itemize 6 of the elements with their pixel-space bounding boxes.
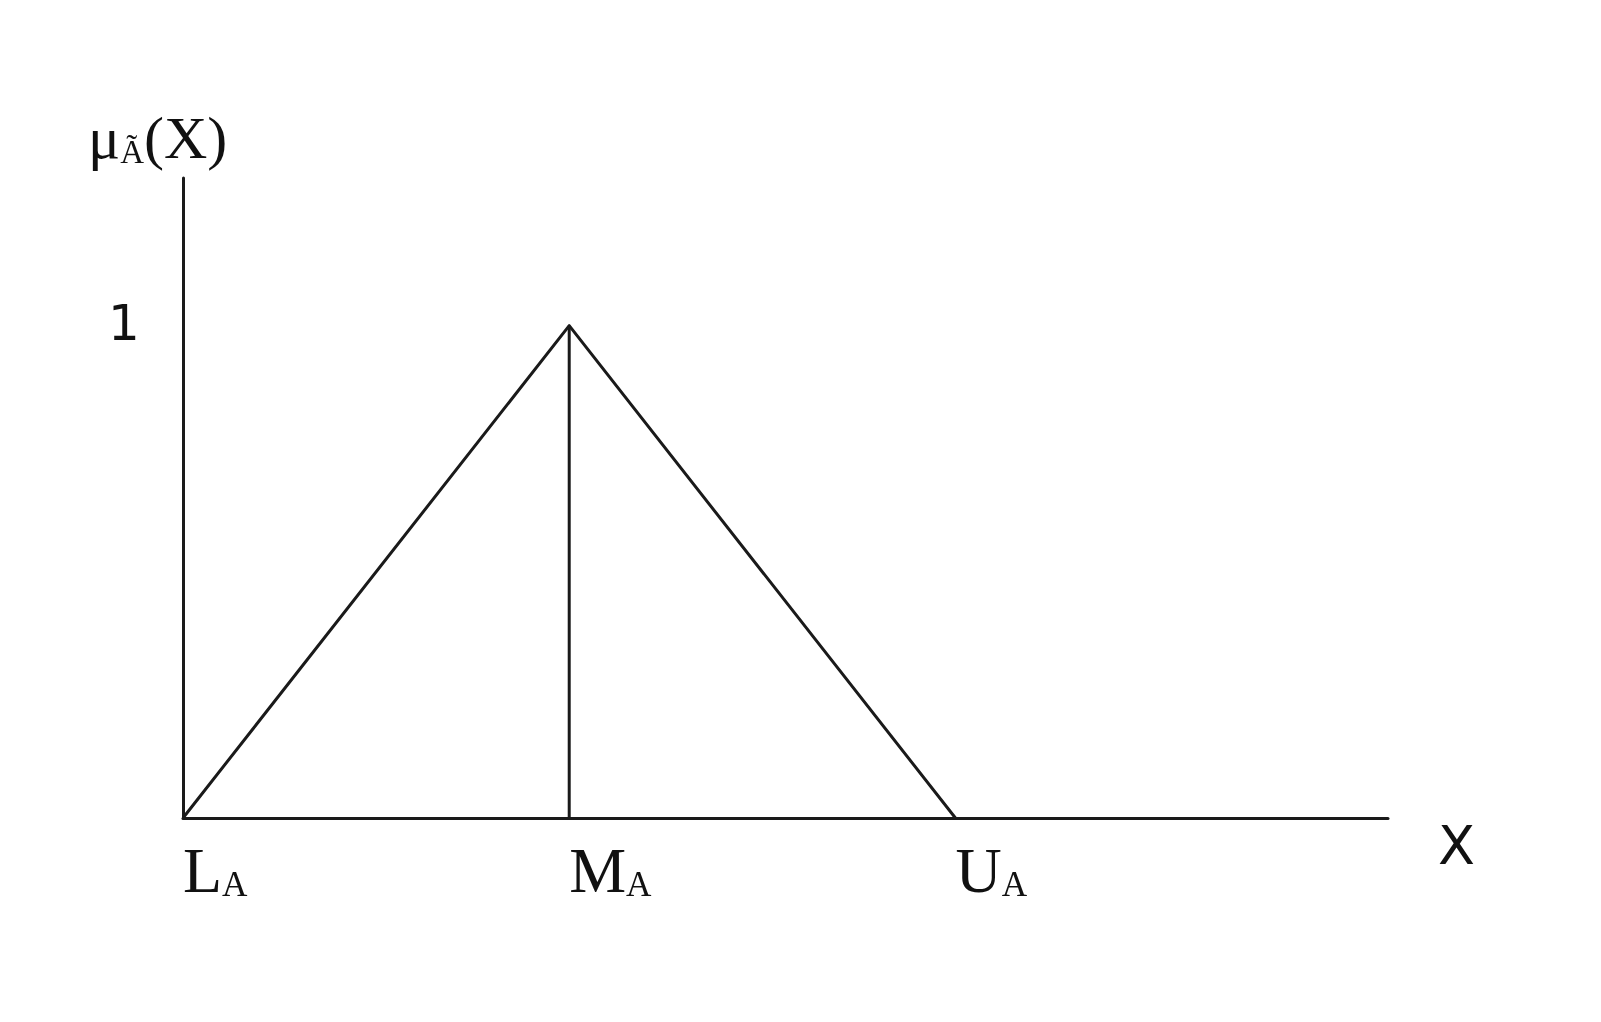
text: 1 <box>108 293 140 352</box>
x-tick-label: LA <box>183 834 249 906</box>
x-tick-label: MA <box>569 834 653 906</box>
y-axis-title: μÃ(X) <box>88 105 228 171</box>
x-axis-title: X <box>1438 813 1475 877</box>
x-tick-label: UA <box>955 834 1028 906</box>
